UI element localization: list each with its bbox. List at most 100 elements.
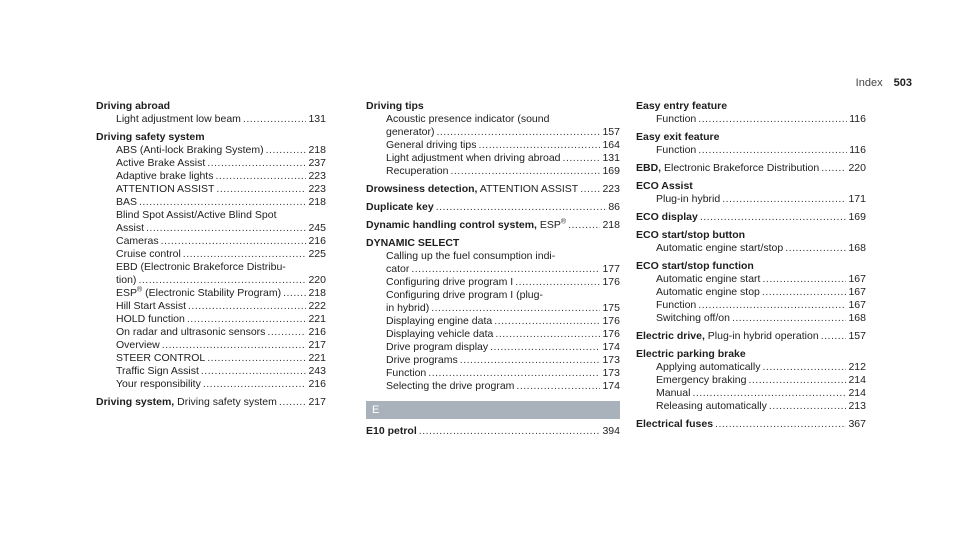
sub-entry-text: ESP® (Electronic Stability Program)	[116, 287, 281, 300]
sub-entry-text: Automatic engine start	[656, 273, 761, 285]
sub-entry[interactable]: Automatic engine start 167	[636, 273, 866, 286]
page-ref: 214	[848, 387, 866, 399]
leader-dots	[146, 222, 306, 235]
page-ref: 176	[602, 328, 620, 340]
sub-entry[interactable]: Hill Start Assist 222	[96, 300, 326, 313]
sub-entry[interactable]: STEER CONTROL 221	[96, 352, 326, 365]
sub-entry[interactable]: Function 173	[366, 367, 620, 380]
sub-entry[interactable]: Traffic Sign Assist 243	[96, 365, 326, 378]
leader-dots	[283, 287, 306, 300]
sub-entry-text: STEER CONTROL	[116, 352, 206, 364]
sub-entry[interactable]: Function 116	[636, 113, 866, 126]
sub-entry[interactable]: BAS 218	[96, 196, 326, 209]
sub-entry-line: EBD (Electronic Brakeforce Distribu-	[116, 261, 286, 273]
leader-dots	[490, 341, 600, 354]
sub-entry[interactable]: Applying automatically 212	[636, 361, 866, 374]
sub-entry-text: Adaptive brake lights	[116, 170, 214, 182]
entry-electric-drive[interactable]: Electric drive, Plug-in hybrid operation…	[636, 330, 866, 343]
cross-reference: Plug-in hybrid operation	[704, 330, 819, 342]
leader-dots	[698, 144, 847, 157]
sub-entry[interactable]: in hybrid) 175	[366, 302, 620, 315]
sub-entry[interactable]: Automatic engine start/stop 168	[636, 242, 866, 255]
leader-dots	[515, 276, 600, 289]
page-ref: 171	[848, 193, 866, 205]
sub-entry[interactable]: Adaptive brake lights 223	[96, 170, 326, 183]
sub-entry[interactable]: cator 177	[366, 263, 620, 276]
sub-entry[interactable]: Cameras 216	[96, 235, 326, 248]
sub-entry[interactable]: Active Brake Assist 237	[96, 157, 326, 170]
sub-entry[interactable]: Overview 217	[96, 339, 326, 352]
leader-dots	[494, 315, 600, 328]
sub-entry[interactable]: Light adjustment low beam 131	[96, 113, 326, 126]
sub-entry[interactable]: tion) 220	[96, 274, 326, 287]
leader-dots	[748, 374, 846, 387]
sub-entry-text: Switching off/on	[656, 312, 730, 324]
entry-eco-start-stop-function: ECO start/stop function Automatic engine…	[636, 260, 866, 325]
sub-entry-text: Configuring drive program I	[386, 276, 514, 288]
sub-entry[interactable]: Displaying engine data 176	[366, 315, 620, 328]
sub-entry-text: ABS (Anti-lock Braking System)	[116, 144, 264, 156]
sub-entry[interactable]: Displaying vehicle data 176	[366, 328, 620, 341]
leader-dots	[785, 242, 846, 255]
entry-electrical-fuses[interactable]: Electrical fuses 367	[636, 418, 866, 431]
sub-entry[interactable]: Function 116	[636, 144, 866, 157]
leader-dots	[821, 162, 846, 175]
leader-dots	[580, 183, 600, 196]
entry-driving-system[interactable]: Driving system, Driving safety system 217	[96, 396, 326, 409]
registered-mark: ®	[137, 286, 143, 294]
sub-entry[interactable]: Light adjustment when driving abroad 131	[366, 152, 620, 165]
leader-dots	[762, 361, 846, 374]
page-ref: 213	[848, 400, 866, 412]
entry-eco-display[interactable]: ECO display 169	[636, 211, 866, 224]
leader-dots	[436, 201, 607, 214]
leader-dots	[266, 144, 307, 157]
sub-entry[interactable]: Cruise control 225	[96, 248, 326, 261]
sub-entry-text: in hybrid)	[386, 302, 430, 314]
entry-dynamic-handling[interactable]: Dynamic handling control system, ESP® 218	[366, 219, 620, 232]
sub-entry-text: Function	[656, 299, 697, 311]
sub-entry[interactable]: Plug-in hybrid 171	[636, 193, 866, 206]
entry-dynamic-select: DYNAMIC SELECT Calling up the fuel consu…	[366, 237, 620, 393]
sub-entry[interactable]: Function 167	[636, 299, 866, 312]
sub-entry[interactable]: ATTENTION ASSIST 223	[96, 183, 326, 196]
heading-eco-button: ECO start/stop button	[636, 229, 746, 241]
entry-duplicate-key[interactable]: Duplicate key 86	[366, 201, 620, 214]
index-column-2: Driving tips Acoustic presence indicator…	[366, 98, 620, 443]
entry-ebd[interactable]: EBD, Electronic Brakeforce Distribution 2…	[636, 162, 866, 175]
page-ref: 221	[308, 313, 326, 325]
page-ref: 157	[602, 126, 620, 138]
sub-entry[interactable]: Switching off/on 168	[636, 312, 866, 325]
sub-entry[interactable]: Drive programs 173	[366, 354, 620, 367]
leader-dots	[715, 418, 846, 431]
heading-electric-drive: Electric drive,	[636, 330, 705, 342]
page-ref: 176	[602, 276, 620, 288]
sub-entry[interactable]: Your responsibility 216	[96, 378, 326, 391]
page-ref: 167	[848, 286, 866, 298]
page-ref: 212	[848, 361, 866, 373]
sub-entry[interactable]: Manual 214	[636, 387, 866, 400]
sub-entry-text: Function	[656, 113, 697, 125]
sub-entry[interactable]: Emergency braking 214	[636, 374, 866, 387]
sub-entry[interactable]: Assist 245	[96, 222, 326, 235]
sub-entry-text: generator)	[386, 126, 435, 138]
sub-entry[interactable]: ABS (Anti-lock Braking System) 218	[96, 144, 326, 157]
heading-eco-assist: ECO Assist	[636, 180, 693, 192]
sub-entry[interactable]: Recuperation 169	[366, 165, 620, 178]
page-ref: 217	[308, 339, 326, 351]
sub-entry[interactable]: ESP® (Electronic Stability Program) 218	[96, 287, 326, 300]
sub-entry[interactable]: HOLD function 221	[96, 313, 326, 326]
sub-entry[interactable]: Selecting the drive program 174	[366, 380, 620, 393]
sub-entry-text: Light adjustment low beam	[116, 113, 241, 125]
sub-entry[interactable]: generator) 157	[366, 126, 620, 139]
sub-entry[interactable]: Drive program display 174	[366, 341, 620, 354]
leader-dots	[722, 193, 846, 206]
sub-entry[interactable]: On radar and ultrasonic sensors 216	[96, 326, 326, 339]
sub-entry[interactable]: Configuring drive program I 176	[366, 276, 620, 289]
entry-drowsiness-detection[interactable]: Drowsiness detection, ATTENTION ASSIST 22…	[366, 183, 620, 196]
sub-entry[interactable]: General driving tips 164	[366, 139, 620, 152]
sub-entry[interactable]: Automatic engine stop 167	[636, 286, 866, 299]
heading-easy-exit: Easy exit feature	[636, 131, 720, 143]
entry-e10-petrol[interactable]: E10 petrol 394	[366, 425, 620, 438]
sub-entry[interactable]: Releasing automatically 213	[636, 400, 866, 413]
leader-dots	[568, 219, 600, 232]
